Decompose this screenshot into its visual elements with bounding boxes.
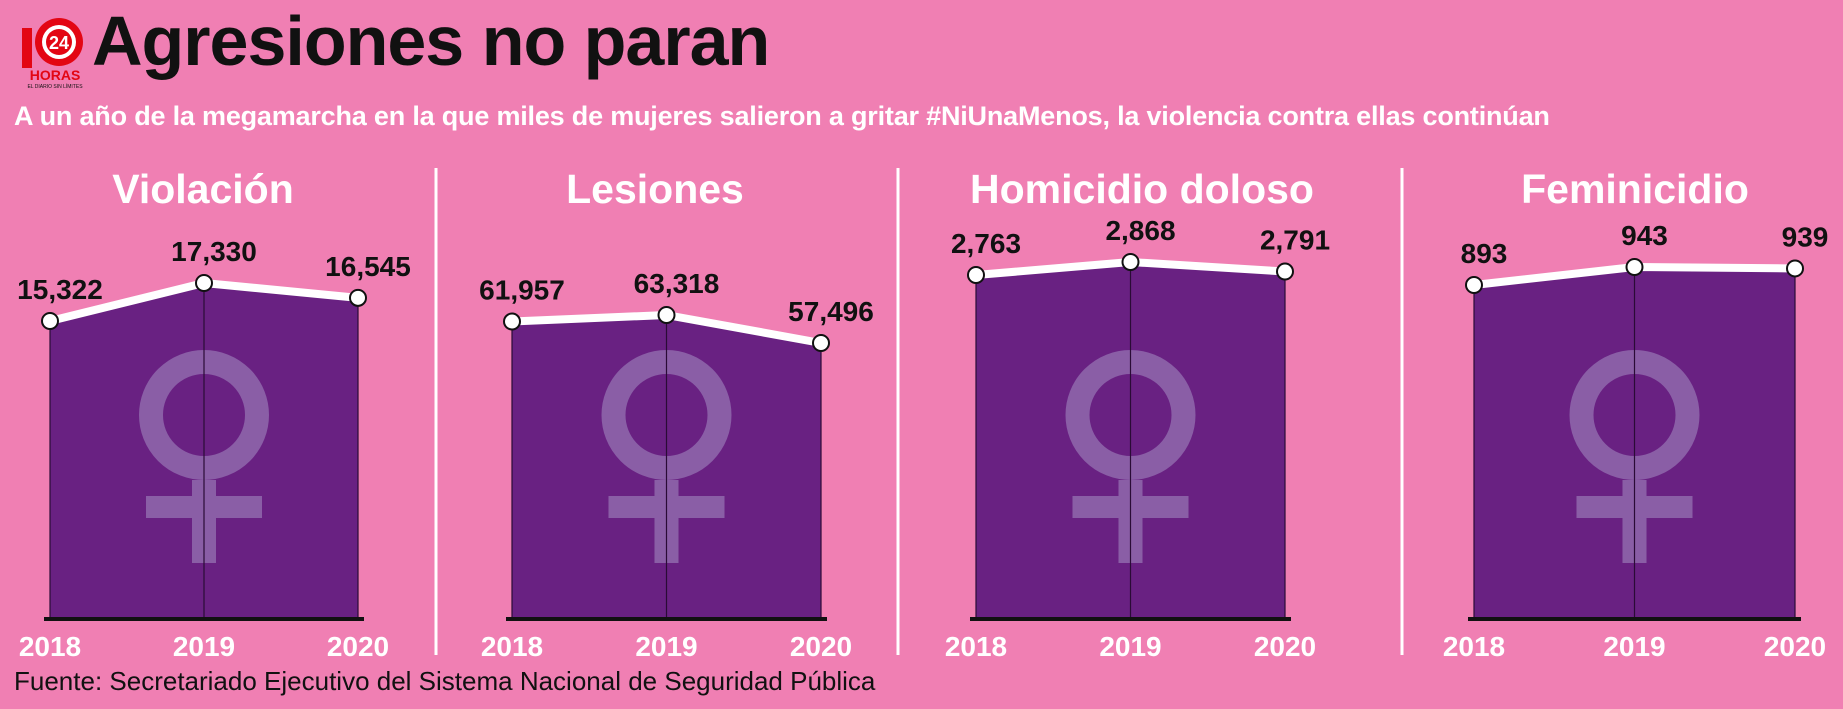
panel-3-x-tick-2020: 2020 — [1254, 631, 1316, 662]
panel-2-value-label-2020: 57,496 — [788, 296, 874, 327]
panel-3-point-2018 — [967, 266, 985, 284]
panel-3-value-label-2020: 2,791 — [1260, 225, 1330, 256]
panel-3-x-tick-2019: 2019 — [1099, 631, 1161, 662]
panel-1-value-label-2019: 17,330 — [171, 236, 257, 267]
panel-3-point-2019 — [1121, 253, 1140, 271]
24-horas-logo: 24 HORAS EL DIARIO SIN LÍMITES — [22, 18, 83, 90]
panel-2-x-tick-2019: 2019 — [635, 631, 697, 662]
panel-4-value-label-2020: 939 — [1782, 221, 1829, 252]
panel-4-x-tick-2020: 2020 — [1764, 631, 1826, 662]
panel-3-value-label-2019: 2,868 — [1105, 215, 1175, 246]
panel-1-point-2020 — [349, 288, 367, 307]
panel-3-x-tick-2018: 2018 — [945, 631, 1007, 662]
panel-2-value-label-2019: 63,318 — [634, 268, 720, 299]
panel-1-point-2018 — [41, 312, 59, 330]
panel-2-value-label-2018: 61,957 — [479, 275, 565, 306]
panel-2-title: Lesiones — [566, 166, 744, 212]
source-note: Fuente: Secretariado Ejecutivo del Siste… — [14, 666, 876, 696]
panel-4-point-2018 — [1465, 276, 1483, 294]
page-title: Agresiones no paran — [92, 2, 770, 80]
panel-1-value-label-2020: 16,545 — [325, 251, 411, 282]
panel-2-point-2020 — [812, 334, 830, 352]
panel-4-x-tick-2019: 2019 — [1603, 631, 1665, 662]
panel-2-x-tick-2018: 2018 — [481, 631, 543, 662]
panel-4-point-2019 — [1625, 258, 1644, 276]
page-subtitle: A un año de la megamarcha en la que mile… — [14, 101, 1550, 131]
panel-1-title: Violación — [112, 166, 294, 212]
logo-text: HORAS — [30, 67, 81, 83]
panel-4-value-label-2019: 943 — [1621, 220, 1668, 251]
panel-1-x-tick-2018: 2018 — [19, 631, 81, 662]
panel-2-point-2018 — [503, 312, 521, 331]
panel-2-point-2019 — [657, 306, 676, 324]
panel-4-value-label-2018: 893 — [1461, 238, 1508, 269]
logo-number: 24 — [49, 33, 69, 53]
logo-tagline: EL DIARIO SIN LÍMITES — [27, 83, 83, 90]
panel-3-title: Homicidio doloso — [970, 166, 1314, 212]
panel-2-x-tick-2020: 2020 — [790, 631, 852, 662]
panel-3-value-label-2018: 2,763 — [951, 228, 1021, 259]
panel-1-x-tick-2019: 2019 — [173, 631, 235, 662]
panel-3-point-2020 — [1276, 262, 1294, 281]
panel-1-x-tick-2020: 2020 — [327, 631, 389, 662]
panel-4-title: Feminicidio — [1521, 166, 1749, 212]
panel-1-point-2019 — [195, 274, 213, 292]
panel-4-point-2020 — [1786, 259, 1804, 278]
panel-1-value-label-2018: 15,322 — [17, 274, 103, 305]
panel-4-x-tick-2018: 2018 — [1443, 631, 1505, 662]
